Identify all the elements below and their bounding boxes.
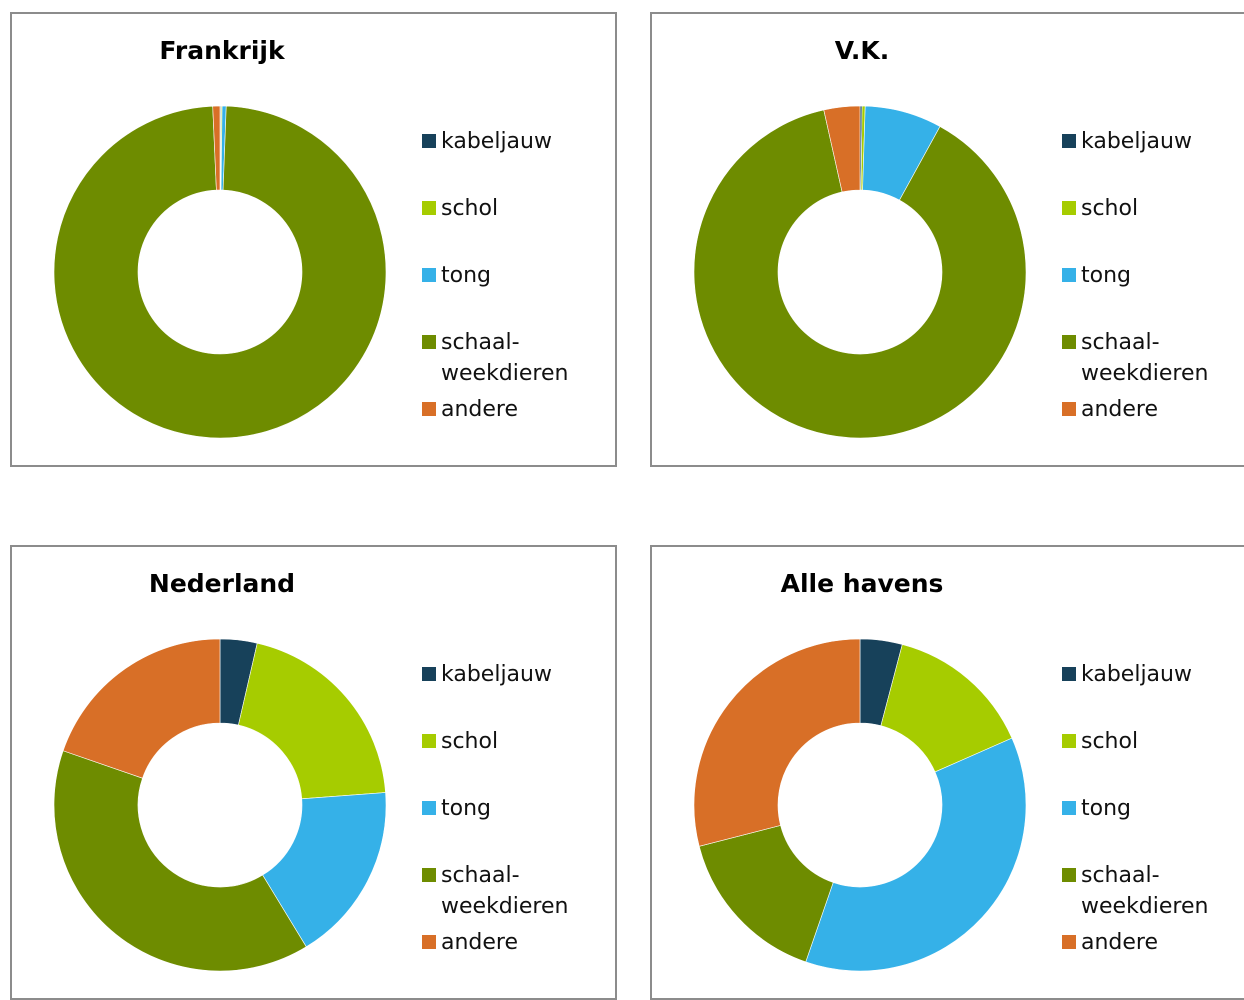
legend-label: tong — [1081, 796, 1131, 821]
legend-item: andere — [1062, 927, 1212, 994]
donut-slice — [212, 105, 221, 191]
legend-item: schol — [1062, 726, 1212, 793]
legend-label: tong — [441, 796, 491, 821]
legend-label: kabeljauw — [441, 129, 552, 154]
donut-chart — [53, 638, 387, 972]
donut-slice — [805, 737, 1027, 972]
legend-swatch — [422, 402, 436, 416]
legend-item: kabeljauw — [1062, 659, 1212, 726]
legend-label: schol — [441, 729, 499, 754]
legend-swatch — [422, 667, 436, 681]
legend-swatch — [1062, 402, 1076, 416]
legend-swatch — [1062, 268, 1076, 282]
legend-label: schol — [1081, 729, 1139, 754]
legend-label: schaal-weekdieren — [1081, 330, 1209, 386]
legend-swatch — [1062, 868, 1076, 882]
donut-chart — [53, 105, 387, 439]
chart-title: Nederland — [148, 569, 296, 598]
chart-panel: Nederland kabeljauw schol tong schaal-weekdi… — [10, 545, 617, 1000]
legend-swatch — [422, 268, 436, 282]
chart-title: Alle havens — [780, 569, 944, 598]
legend-swatch — [1062, 134, 1076, 148]
legend-label: kabeljauw — [1081, 129, 1192, 154]
legend-label: andere — [1081, 397, 1159, 422]
legend: kabeljauw schol tong schaal-weekdieren ander… — [1062, 126, 1212, 461]
chart-panel: Frankrijk kabeljauw schol tong schaal-weekdi… — [10, 12, 617, 467]
legend-item: kabeljauw — [422, 659, 572, 726]
legend-item: schaal-weekdieren — [1062, 327, 1212, 394]
legend-item: schol — [422, 193, 572, 260]
donut-slice — [62, 638, 221, 779]
chart-title: V.K. — [834, 36, 890, 65]
chart-panel: V.K. kabeljauw schol tong schaal-weekdieren a… — [650, 12, 1244, 467]
legend-item: kabeljauw — [422, 126, 572, 193]
legend-item: schaal-weekdieren — [1062, 860, 1212, 927]
legend-swatch — [422, 134, 436, 148]
legend-label: schol — [441, 196, 499, 221]
donut-slice — [698, 825, 834, 963]
legend-item: tong — [1062, 260, 1212, 327]
legend-swatch — [422, 335, 436, 349]
legend-item: andere — [422, 394, 572, 461]
donut-chart — [693, 105, 1027, 439]
legend-swatch — [422, 801, 436, 815]
donut-slice — [262, 792, 387, 948]
legend-label: tong — [1081, 263, 1131, 288]
legend: kabeljauw schol tong schaal-weekdieren ander… — [422, 659, 572, 994]
legend-label: andere — [441, 930, 519, 955]
legend-label: schaal-weekdieren — [1081, 863, 1209, 919]
legend-item: schaal-weekdieren — [422, 860, 572, 927]
chart-title: Frankrijk — [159, 36, 285, 65]
legend-swatch — [1062, 201, 1076, 215]
donut-slice — [53, 105, 387, 439]
legend-item: schol — [1062, 193, 1212, 260]
legend-label: kabeljauw — [1081, 662, 1192, 687]
legend-item: andere — [422, 927, 572, 994]
legend-label: kabeljauw — [441, 662, 552, 687]
legend-swatch — [1062, 935, 1076, 949]
legend-swatch — [422, 734, 436, 748]
legend-label: schaal-weekdieren — [441, 863, 569, 919]
legend-item: schaal-weekdieren — [422, 327, 572, 394]
legend-item: andere — [1062, 394, 1212, 461]
legend-swatch — [422, 201, 436, 215]
legend-label: schaal-weekdieren — [441, 330, 569, 386]
donut-slice — [823, 105, 861, 193]
legend-item: kabeljauw — [1062, 126, 1212, 193]
legend-swatch — [1062, 801, 1076, 815]
legend-label: schol — [1081, 196, 1139, 221]
legend-swatch — [1062, 667, 1076, 681]
legend-label: andere — [441, 397, 519, 422]
legend-swatch — [1062, 335, 1076, 349]
legend-item: tong — [422, 793, 572, 860]
legend-label: andere — [1081, 930, 1159, 955]
donut-slice — [238, 642, 386, 800]
donut-chart — [693, 638, 1027, 972]
legend-item: schol — [422, 726, 572, 793]
legend: kabeljauw schol tong schaal-weekdieren ander… — [1062, 659, 1212, 994]
legend: kabeljauw schol tong schaal-weekdieren ander… — [422, 126, 572, 461]
chart-panel: Alle havens kabeljauw schol tong schaal-week… — [650, 545, 1244, 1000]
legend-swatch — [422, 935, 436, 949]
donut-slice — [693, 109, 1027, 439]
donut-slice — [693, 638, 861, 847]
legend-swatch — [1062, 734, 1076, 748]
legend-label: tong — [441, 263, 491, 288]
donut-slice — [53, 750, 307, 972]
legend-item: tong — [422, 260, 572, 327]
legend-item: tong — [1062, 793, 1212, 860]
legend-swatch — [422, 868, 436, 882]
